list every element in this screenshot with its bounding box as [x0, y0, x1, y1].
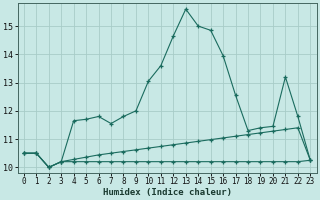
X-axis label: Humidex (Indice chaleur): Humidex (Indice chaleur) — [103, 188, 232, 197]
